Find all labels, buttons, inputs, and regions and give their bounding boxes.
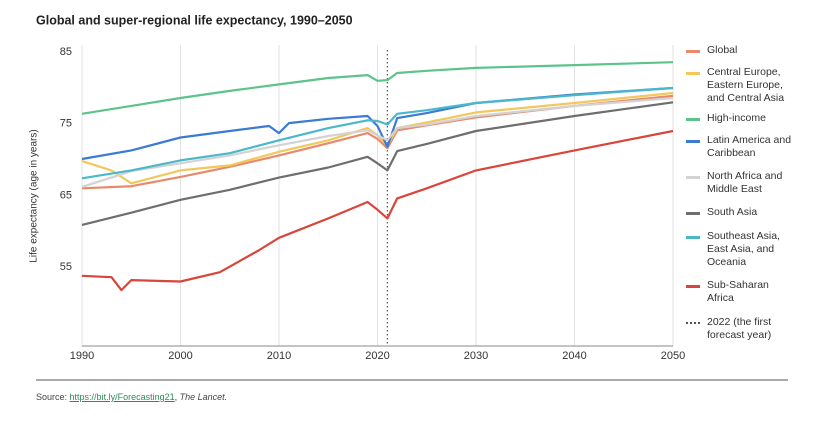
legend-label: High-income xyxy=(707,112,766,124)
legend-item: Global xyxy=(686,44,796,57)
legend-swatch xyxy=(686,236,700,239)
series-line xyxy=(81,94,674,190)
series-line xyxy=(81,86,674,161)
legend-label: 2022 (the first forecast year) xyxy=(707,316,772,341)
legend-label: North Africa and Middle East xyxy=(707,170,783,195)
legend-swatch xyxy=(686,322,700,324)
legend-label: Global xyxy=(707,44,738,56)
series-line xyxy=(81,61,674,115)
y-tick-label: 75 xyxy=(60,118,72,130)
legend-item: Sub-Saharan Africa xyxy=(686,279,796,305)
source-publication: The Lancet. xyxy=(179,392,228,402)
legend-label: Southeast Asia, East Asia, and Oceania xyxy=(707,230,780,268)
legend-item: Central Europe, Eastern Europe, and Cent… xyxy=(686,66,796,105)
x-tick-label: 2010 xyxy=(267,350,291,362)
series-line xyxy=(81,96,674,188)
legend-item: 2022 (the first forecast year) xyxy=(686,316,796,342)
legend-label: Latin America and Caribbean xyxy=(707,134,792,159)
legend-swatch xyxy=(686,50,700,53)
legend-item: High-income xyxy=(686,112,796,125)
legend-item: North Africa and Middle East xyxy=(686,170,796,196)
legend-swatch xyxy=(686,118,700,121)
source-link[interactable]: https://bit.ly/Forecasting21 xyxy=(69,392,175,402)
series-line xyxy=(81,91,674,185)
legend-swatch xyxy=(686,285,700,288)
y-tick-label: 85 xyxy=(60,46,72,58)
y-tick-label: 65 xyxy=(60,189,72,201)
x-tick-label: 2020 xyxy=(365,350,389,362)
x-tick-label: 1990 xyxy=(70,350,94,362)
legend-item: Latin America and Caribbean xyxy=(686,134,796,160)
source-note: Source: https://bit.ly/Forecasting21, Th… xyxy=(36,392,227,402)
legend-swatch xyxy=(686,176,700,179)
legend-label: South Asia xyxy=(707,206,758,218)
chart-title: Global and super-regional life expectanc… xyxy=(36,13,353,27)
y-axis-label: Life expectancy (age in years) xyxy=(29,129,40,262)
x-tick-label: 2050 xyxy=(661,350,685,362)
series-line xyxy=(81,101,674,226)
source-label: Source: xyxy=(36,392,68,402)
x-tick-label: 2030 xyxy=(464,350,488,362)
series-line xyxy=(81,129,674,292)
legend-item: South Asia xyxy=(686,206,796,219)
legend-swatch xyxy=(686,140,700,143)
series-line xyxy=(81,86,674,180)
source-separator: , xyxy=(174,392,178,402)
legend-swatch xyxy=(686,212,700,215)
legend-label: Sub-Saharan Africa xyxy=(707,279,769,304)
legend-swatch xyxy=(686,72,700,75)
x-tick-label: 2000 xyxy=(168,350,192,362)
x-tick-label: 2040 xyxy=(562,350,586,362)
y-tick-label: 55 xyxy=(60,261,72,273)
legend-label: Central Europe, Eastern Europe, and Cent… xyxy=(707,66,785,104)
legend-item: Southeast Asia, East Asia, and Oceania xyxy=(686,230,796,269)
